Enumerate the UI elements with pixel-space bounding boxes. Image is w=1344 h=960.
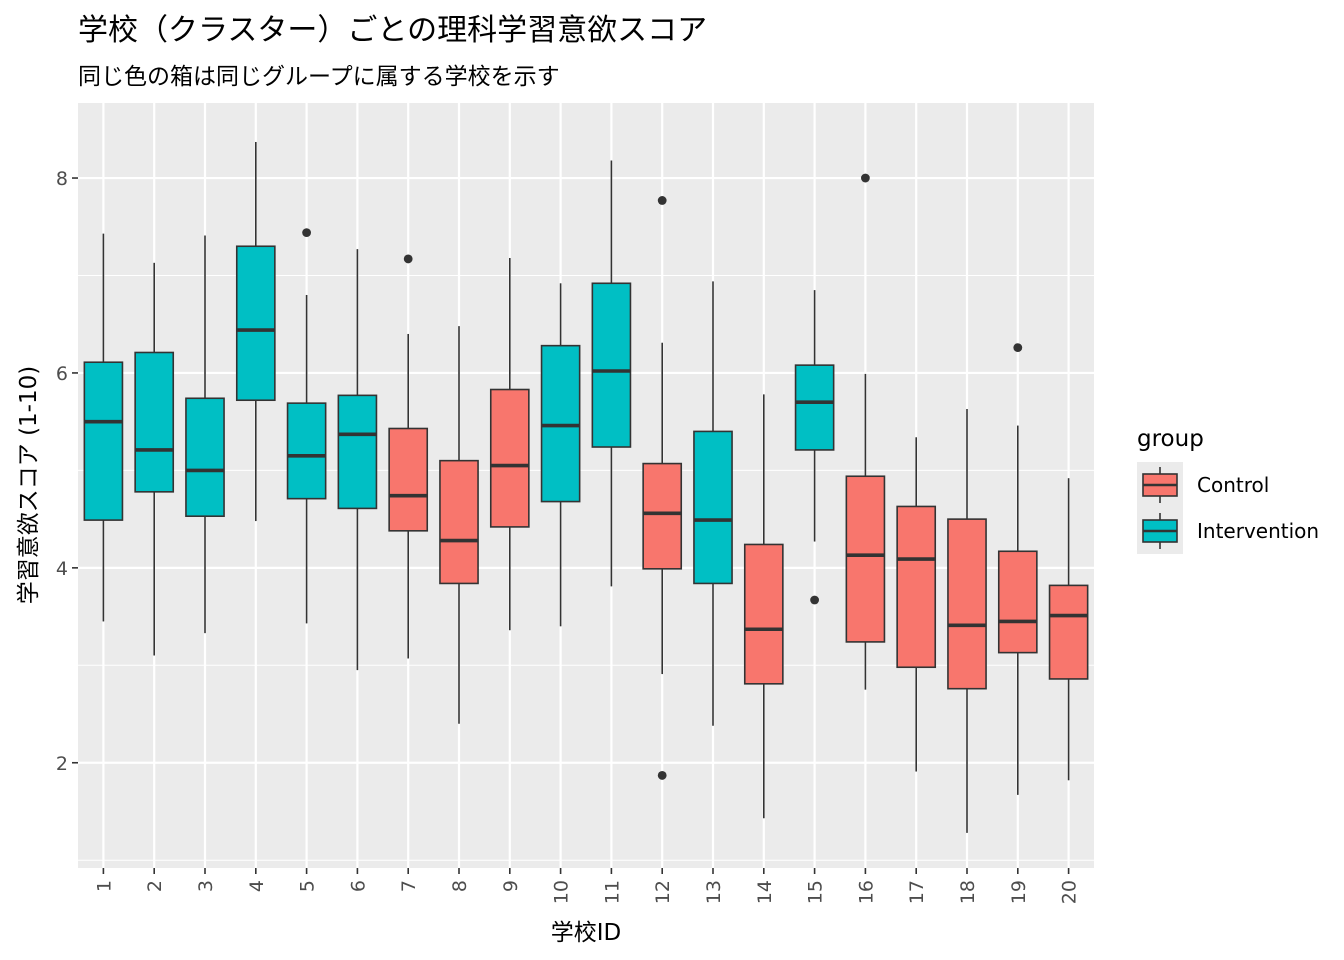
box-school-16 (845, 173, 886, 690)
x-tick-label: 17 (906, 880, 928, 904)
x-tick-label: 14 (754, 880, 776, 904)
x-tick-label: 12 (652, 880, 674, 904)
legend-label: Control (1197, 473, 1269, 497)
x-tick-label: 5 (297, 880, 319, 892)
chart-subtitle: 同じ色の箱は同じグループに属する学校を示す (78, 64, 560, 90)
y-tick-label: 2 (56, 753, 68, 775)
x-tick-label: 2 (144, 880, 166, 892)
outlier-point (403, 254, 413, 264)
box-school-17 (896, 437, 937, 772)
box-iqr (388, 427, 429, 532)
x-tick-label: 20 (1059, 880, 1081, 904)
x-tick-label: 15 (805, 880, 827, 904)
box-iqr (134, 351, 175, 493)
box-school-5 (286, 228, 327, 624)
outlier-point (657, 196, 667, 205)
x-tick-label: 8 (449, 880, 471, 892)
box-iqr (337, 394, 378, 510)
box-iqr (235, 245, 276, 402)
legend: group Control Intervention (1137, 426, 1319, 554)
x-tick-label: 6 (347, 880, 369, 892)
outlier-point (1013, 343, 1023, 353)
box-school-4 (235, 141, 276, 522)
box-school-12 (642, 196, 683, 780)
box-iqr (1048, 584, 1089, 680)
plot-panel (78, 103, 1094, 868)
box-iqr (489, 388, 530, 528)
x-axis-title: 学校ID (551, 920, 622, 946)
box-school-18 (947, 409, 987, 833)
outlier-point (657, 771, 667, 780)
box-school-1 (83, 233, 124, 622)
legend-label: Intervention (1197, 519, 1319, 543)
box-school-15 (794, 290, 835, 605)
x-tick-label: 19 (1008, 880, 1030, 904)
x-tick-label: 9 (500, 880, 522, 892)
legend-entry-intervention: Intervention (1137, 508, 1319, 554)
box-iqr (947, 518, 987, 690)
box-school-13 (693, 281, 733, 726)
box-iqr (693, 430, 733, 585)
box-school-9 (489, 257, 530, 631)
y-tick-label: 4 (56, 558, 68, 580)
x-tick-label: 11 (601, 880, 623, 904)
y-axis-title: 学習意欲スコア (1-10) (16, 366, 42, 604)
box-iqr (439, 459, 479, 585)
x-tick-label: 18 (957, 880, 979, 904)
x-tick-label: 16 (855, 880, 877, 904)
outlier-point (861, 173, 870, 183)
x-tick-label: 4 (246, 880, 268, 892)
box-school-14 (743, 394, 784, 819)
box-iqr (743, 543, 784, 685)
box-school-10 (540, 283, 581, 627)
x-tick-label: 3 (195, 880, 217, 892)
x-tick-label: 1 (93, 880, 115, 892)
outlier-point (810, 595, 819, 605)
box-iqr (845, 475, 886, 643)
box-iqr (642, 462, 683, 570)
box-school-19 (997, 343, 1038, 795)
box-school-3 (185, 235, 225, 634)
box-iqr (185, 397, 225, 517)
box-iqr (286, 402, 327, 500)
box-school-11 (591, 160, 632, 587)
boxes (83, 141, 1089, 833)
box-iqr (591, 282, 632, 448)
box-school-2 (134, 262, 175, 656)
box-school-20 (1048, 478, 1089, 781)
outlier-point (302, 228, 311, 238)
chart-title: 学校（クラスター）ごとの理科学習意欲スコア (78, 13, 707, 48)
legend-entry-control: Control (1137, 462, 1269, 508)
box-iqr (794, 364, 835, 451)
y-tick-label: 6 (56, 363, 68, 385)
box-iqr (896, 505, 937, 669)
y-tick-label: 8 (56, 168, 68, 190)
box-school-7 (388, 254, 429, 659)
box-iqr (997, 550, 1038, 654)
legend-title: group (1137, 426, 1204, 452)
x-tick-label: 7 (398, 880, 420, 892)
box-school-8 (439, 326, 479, 724)
x-tick-label: 13 (703, 880, 725, 904)
x-tick-label: 10 (551, 880, 573, 904)
box-iqr (83, 361, 124, 521)
box-iqr (540, 344, 581, 503)
box-school-6 (337, 249, 378, 671)
